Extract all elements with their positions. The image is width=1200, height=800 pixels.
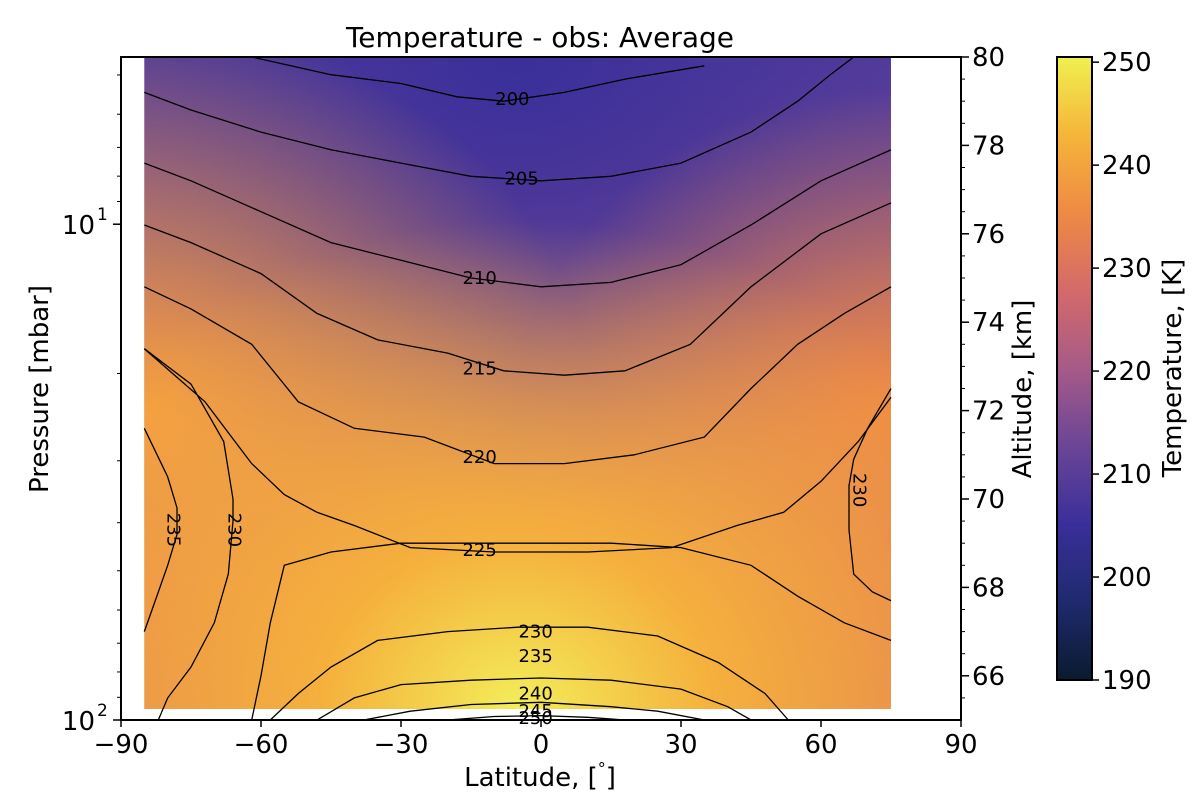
contour-line [316, 677, 752, 720]
contour-line [447, 714, 626, 720]
colorbar-ticks: 190 200 210 220 230 240 250 [1092, 48, 1152, 696]
x-tick-label: 90 [944, 730, 977, 760]
contour-label: 205 [504, 169, 538, 190]
contour-label: 220 [462, 447, 496, 468]
heatmap-warm-core [144, 57, 892, 709]
colorbar-tick-label: 210 [1102, 460, 1152, 490]
altitude-tick-label: 76 [972, 220, 1005, 250]
contour-line [144, 57, 855, 182]
contour-line [144, 149, 892, 288]
y-tick-label: 10 [62, 211, 95, 241]
contour-label: 200 [495, 89, 529, 110]
altitude-tick-label: 66 [972, 662, 1005, 692]
x-axis-ticks: −90 −60 −30 0 30 60 90 [94, 720, 978, 760]
contour-line [143, 348, 234, 720]
x-tick-label: 0 [533, 730, 550, 760]
colorbar-label: Temperature, [K] [1158, 259, 1188, 479]
x-tick-label: 30 [664, 730, 697, 760]
contour-line [143, 428, 178, 632]
altitude-tick-label: 78 [972, 131, 1005, 161]
colorbar-tick-label: 230 [1102, 254, 1152, 284]
contour-line [144, 202, 892, 376]
colorbar-tick-label: 200 [1102, 563, 1152, 593]
contour-label: 235 [518, 646, 552, 667]
contour-label: 245 [518, 701, 552, 722]
altitude-tick-label: 74 [972, 308, 1005, 338]
contour-label: 230 [849, 473, 870, 507]
altitude-axis-label: Altitude, [km] [1008, 300, 1038, 479]
y-axis-label: Pressure [mbar] [25, 285, 55, 493]
x-tick-label: −60 [234, 730, 289, 760]
colorbar-tick-label: 220 [1102, 357, 1152, 387]
contour-line [269, 626, 789, 720]
altitude-tick-label: 72 [972, 397, 1005, 427]
chart-title: Temperature - obs: Average [345, 21, 734, 54]
contour-label: 210 [462, 268, 496, 289]
x-tick-label: −90 [94, 730, 149, 760]
x-axis-label-text: Latitude, [ [464, 763, 598, 793]
colorbar-tick-label: 190 [1102, 666, 1152, 696]
heatmap-field [144, 57, 892, 709]
contour-label: 240 [518, 683, 552, 704]
contour-line [251, 57, 705, 102]
y-tick-exponent: 2 [97, 701, 108, 721]
contour-label: 230 [518, 622, 552, 643]
contour-line [848, 388, 892, 602]
contour-label: 225 [462, 540, 496, 561]
x-axis-label-degree: ° [598, 759, 606, 778]
colorbar-tick-label: 240 [1102, 151, 1152, 181]
contour-line [251, 542, 892, 720]
contour-label: 250 [518, 708, 552, 729]
altitude-tick-label: 80 [972, 43, 1005, 73]
contour-lines [143, 57, 892, 720]
contour-label: 235 [163, 513, 184, 547]
altitude-tick-label: 68 [972, 573, 1005, 603]
contour-line [143, 348, 892, 553]
contour-label: 215 [462, 359, 496, 380]
y-tick-exponent: 1 [97, 205, 108, 225]
contour-label: 230 [223, 513, 244, 547]
x-axis-label-close: ] [606, 763, 616, 793]
altitude-tick-label: 70 [972, 485, 1005, 515]
altitude-axis-ticks: 66 68 70 72 74 76 78 80 [961, 43, 1005, 699]
contour-line [363, 701, 705, 720]
contour-line [144, 286, 892, 465]
x-tick-label: 60 [804, 730, 837, 760]
x-axis-label: Latitude, [°] [464, 759, 616, 793]
y-tick-label: 10 [62, 707, 95, 737]
x-tick-label: −30 [374, 730, 429, 760]
colorbar-tick-label: 250 [1102, 48, 1152, 78]
colorbar [1056, 56, 1093, 681]
